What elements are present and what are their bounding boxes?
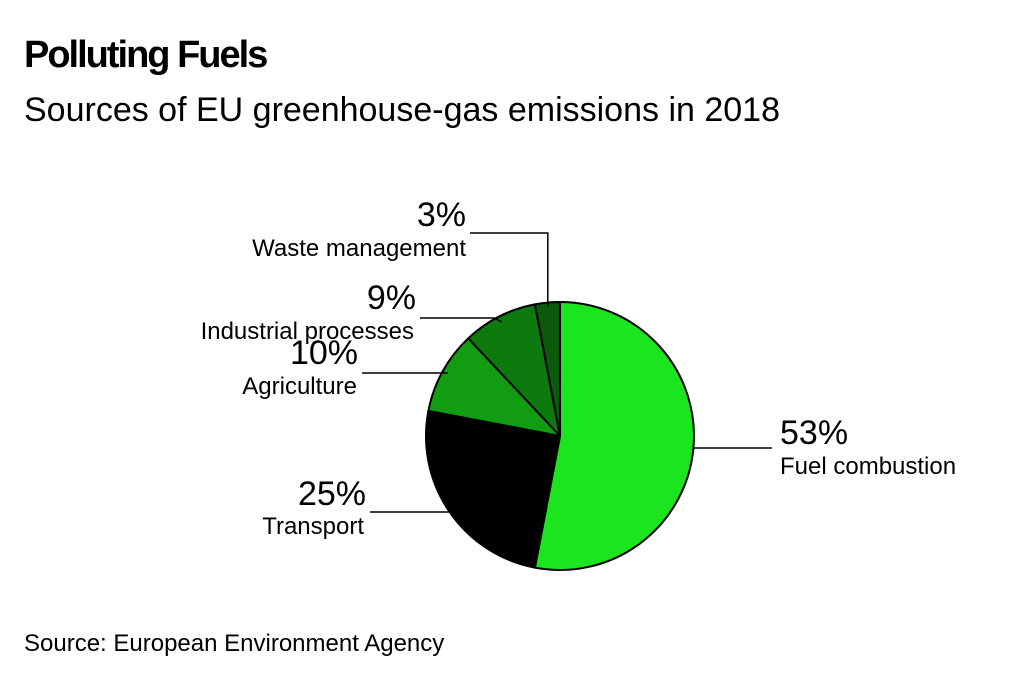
- value-label-transport: 25%: [298, 475, 366, 513]
- category-label-waste-management: Waste management: [252, 235, 466, 262]
- chart-title: Polluting Fuels: [24, 34, 268, 76]
- value-label-industrial-processes: 9%: [367, 279, 416, 317]
- category-label-agriculture: Agriculture: [242, 373, 357, 400]
- category-label-fuel-combustion: Fuel combustion: [780, 453, 956, 480]
- value-label-fuel-combustion: 53%: [780, 414, 848, 452]
- leader-lines: [362, 232, 772, 513]
- pie-slices: [425, 300, 695, 571]
- pie-slice-transport: [425, 409, 561, 569]
- leader-line-waste-management: [470, 232, 549, 307]
- value-label-agriculture: 10%: [290, 334, 358, 372]
- pie-slice-fuel-combustion: [533, 301, 695, 571]
- category-label-transport: Transport: [262, 513, 364, 540]
- chart-subtitle: Sources of EU greenhouse-gas emissions i…: [24, 91, 780, 129]
- source-note: Source: European Environment Agency: [24, 630, 445, 657]
- leader-line-industrial-processes: [420, 317, 503, 323]
- slice-labels: 53%Fuel combustion 25%Transport 10%Agricul…: [201, 196, 957, 540]
- pie-slice-agriculture: [427, 337, 561, 437]
- category-label-industrial-processes: Industrial processes: [201, 318, 414, 345]
- value-label-waste-management: 3%: [417, 196, 466, 234]
